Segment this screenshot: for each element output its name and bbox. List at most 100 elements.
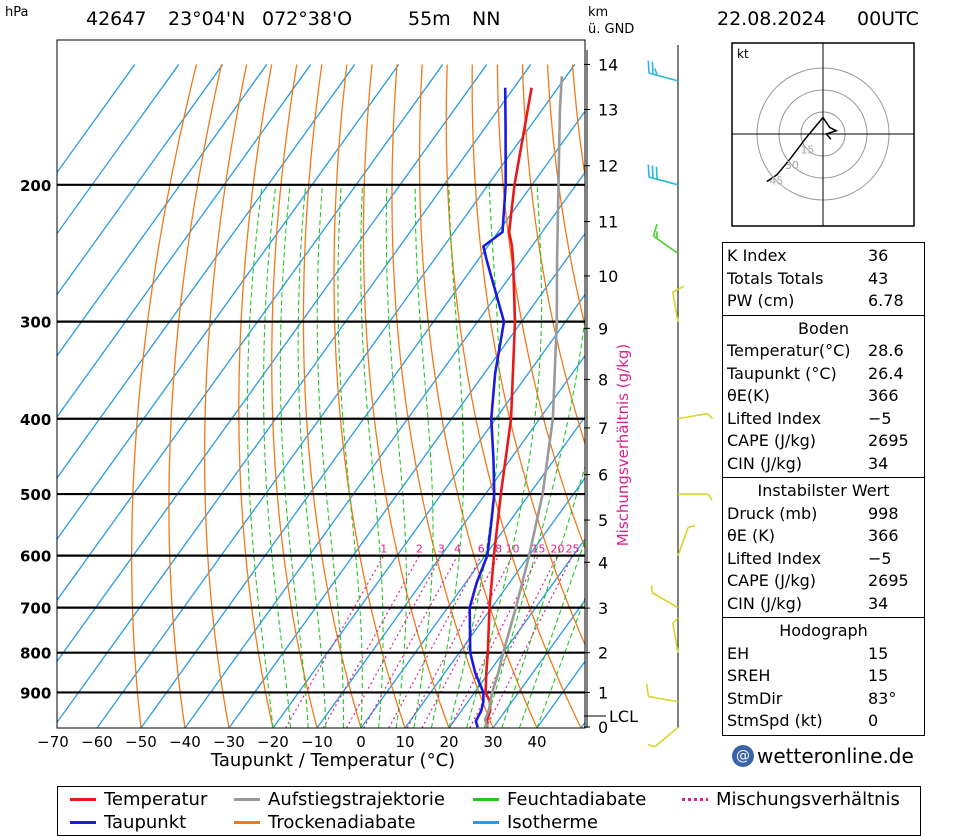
boden-lifted-row: Lifted Index−5 <box>727 408 920 431</box>
x-axis-label: Taupunkt / Temperatur (°C) <box>210 750 455 771</box>
instabil-box: Instabilster Wert Druck (mb)998 θE (K)36… <box>722 477 925 617</box>
km-tick-label: 8 <box>598 370 608 389</box>
boden-dew-row: Taupunkt (°C)26.4 <box>727 363 920 386</box>
x-tick-label: −70 <box>37 733 69 751</box>
mixing-ratio-label: 1 <box>380 543 387 556</box>
moist-adiabat <box>386 185 406 728</box>
hodograph <box>732 43 914 226</box>
hodograph-title: Hodograph <box>727 620 920 643</box>
isotherm-line <box>0 64 443 734</box>
km-tick-label: 0 <box>598 718 608 737</box>
instabil-cape-row: CAPE (J/kg)2695 <box>727 570 920 593</box>
station-lat: 23°04'N <box>168 8 245 30</box>
mixing-ratio-label: 20 <box>550 543 564 556</box>
pressure-tick-label: 600 <box>20 548 51 566</box>
wind-barb <box>678 414 713 419</box>
station-elevation: 55m <box>408 8 451 30</box>
instabil-theta-row: θE (K)366 <box>727 525 920 548</box>
moist-adiabat <box>431 185 463 728</box>
pressure-tick-label: 900 <box>20 684 51 702</box>
mixing-ratio-label: 25 <box>566 543 580 556</box>
km-tick-label: 13 <box>598 101 618 120</box>
time: 00UTC <box>857 8 919 30</box>
km-tick-label: 1 <box>598 683 608 702</box>
x-tick-label: −20 <box>257 733 289 751</box>
instabil-lifted-row: Lifted Index−5 <box>727 548 920 571</box>
legend-swatch-trocken <box>234 821 260 824</box>
legend-swatch-taupunkt <box>70 821 96 824</box>
wind-barb <box>678 526 695 556</box>
dry-adiabat <box>303 64 361 729</box>
hodograph-ring-label: 15 <box>800 144 814 157</box>
legend-swatch-misch <box>682 798 708 801</box>
moist-adiabat <box>264 185 291 728</box>
km-tick-label: 10 <box>598 267 618 286</box>
km-unit: km <box>588 5 608 20</box>
pw-row: PW (cm)6.78 <box>727 290 920 313</box>
isotherm-line <box>180 64 663 734</box>
x-tick-label: −60 <box>81 733 113 751</box>
wind-barb <box>653 224 678 253</box>
km-tick-label: 11 <box>598 213 618 232</box>
wind-barb <box>647 684 678 702</box>
mixing-ratio-label: 8 <box>495 543 502 556</box>
moist-adiabat <box>484 185 592 728</box>
brand-link[interactable]: @ wetteronline.de <box>732 744 914 768</box>
km-tick-label: 4 <box>598 553 608 572</box>
x-tick-label: 20 <box>439 733 458 751</box>
x-tick-label: −30 <box>213 733 245 751</box>
isotherm-line <box>0 64 311 734</box>
legend-isotherme: Isotherme <box>473 812 598 833</box>
wind-barb <box>673 618 678 653</box>
x-tick-label: 30 <box>483 733 502 751</box>
wind-barb <box>648 727 678 746</box>
km-tick-label: 14 <box>598 55 618 74</box>
pressure-unit: hPa <box>5 5 28 20</box>
boden-title: Boden <box>727 318 920 341</box>
wind-barb <box>648 164 678 184</box>
isotherm-line <box>0 64 179 734</box>
legend-temperatur: Temperatur <box>70 789 207 810</box>
hodograph-ring-label: 30 <box>785 159 799 172</box>
x-tick-label: −50 <box>125 733 157 751</box>
km-tick-label: 5 <box>598 511 608 530</box>
legend-swatch-feucht <box>473 798 499 801</box>
legend-aufstieg: Aufstiegstrajektorie <box>234 789 445 810</box>
km-tick-label: 2 <box>598 644 608 663</box>
moist-adiabat <box>537 185 735 728</box>
gnd-unit: ü. GND <box>588 22 634 37</box>
boden-temp-row: Temperatur(°C)28.6 <box>727 340 920 363</box>
brand-text: wetteronline.de <box>757 744 914 768</box>
lcl-label: LCL <box>609 707 638 726</box>
boden-cape-row: CAPE (J/kg)2695 <box>727 430 920 453</box>
x-tick-label: 40 <box>527 733 546 751</box>
hodograph-unit: kt <box>737 47 749 61</box>
stmspd-row: StmSpd (kt)0 <box>727 710 920 733</box>
dry-adiabat <box>392 64 494 729</box>
globe-icon: @ <box>732 745 754 767</box>
isotherm-line <box>0 64 223 734</box>
station-id: 42647 <box>86 8 146 30</box>
x-tick-label: −10 <box>301 733 333 751</box>
mixing-ratio-line <box>347 556 442 728</box>
legend-trocken: Trockenadiabate <box>234 812 416 833</box>
wind-barb <box>648 61 678 81</box>
legend-feucht: Feuchtadiabate <box>473 789 646 810</box>
wind-barb <box>652 585 678 607</box>
station-lon: 072°38'O <box>262 8 352 30</box>
legend-swatch-aufstieg <box>234 798 260 801</box>
dry-adiabat <box>949 64 964 729</box>
moist-adiabat <box>298 185 326 728</box>
legend: Temperatur Aufstiegstrajektorie Feuchtad… <box>57 786 921 836</box>
dry-adiabat <box>924 64 964 729</box>
isotherm-line <box>0 64 135 734</box>
instabil-cin-row: CIN (J/kg)34 <box>727 593 920 616</box>
pressure-tick-label: 200 <box>20 177 51 195</box>
mixing-ratio-label: 2 <box>416 543 423 556</box>
pressure-tick-label: 700 <box>20 600 51 618</box>
